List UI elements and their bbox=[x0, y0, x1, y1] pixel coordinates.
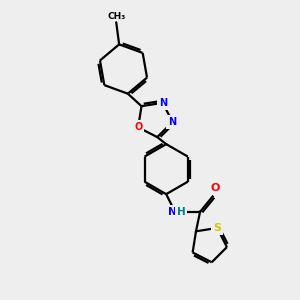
Text: CH₃: CH₃ bbox=[107, 12, 125, 21]
Text: N: N bbox=[168, 117, 176, 127]
Text: S: S bbox=[213, 223, 221, 233]
Text: H: H bbox=[176, 207, 185, 217]
Text: N: N bbox=[168, 207, 176, 217]
Text: N: N bbox=[159, 98, 167, 108]
Text: O: O bbox=[134, 122, 142, 132]
Text: O: O bbox=[211, 183, 220, 193]
